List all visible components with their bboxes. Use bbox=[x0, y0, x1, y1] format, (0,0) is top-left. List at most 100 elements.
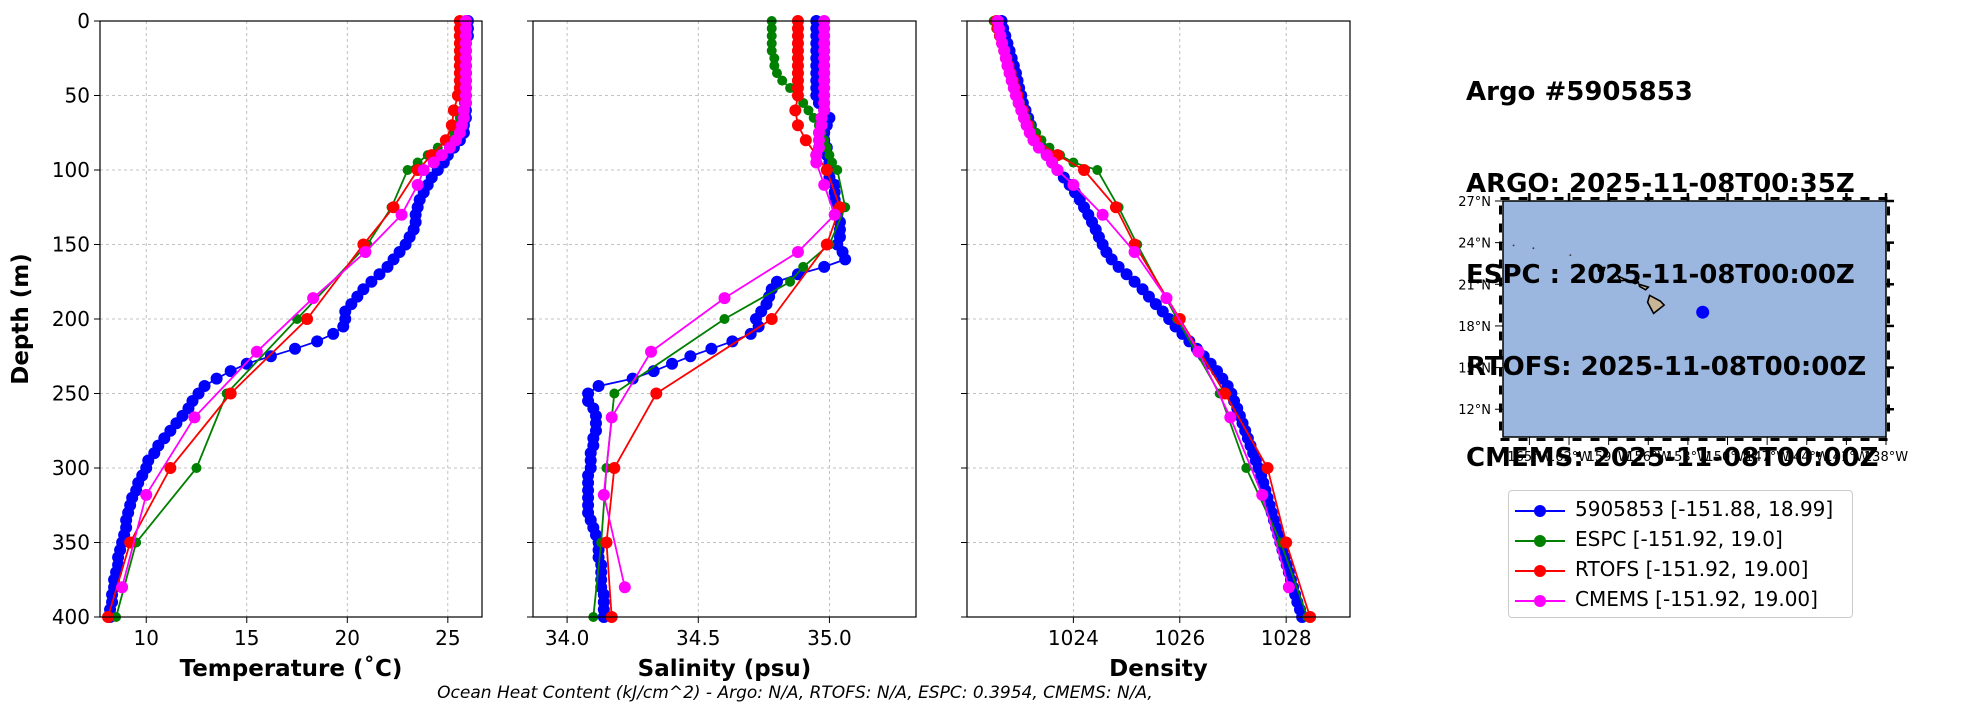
data-point-argo bbox=[1120, 268, 1133, 281]
series-line-cmems bbox=[121, 21, 467, 588]
data-point-espc bbox=[766, 30, 777, 41]
data-point-espc bbox=[1092, 165, 1103, 175]
data-point-argo bbox=[381, 260, 394, 273]
panel-density: 1024 1026 1028 Density bbox=[961, 15, 1351, 682]
title-argo-time: ARGO: 2025-11-08T00:35Z bbox=[1466, 168, 1855, 199]
island-shape bbox=[1597, 266, 1606, 273]
data-point-espc bbox=[777, 75, 788, 86]
legend: 5905853 [-151.88, 18.99] ESPC [-151.92, … bbox=[1508, 490, 1853, 618]
panel-temperature: 0 50 100 150 200 250 300 350 400 10 15 20 25 Temperat… bbox=[8, 9, 483, 682]
data-point-espc bbox=[785, 276, 796, 287]
data-point-argo bbox=[365, 275, 378, 288]
data-point-cmems bbox=[818, 178, 831, 191]
data-point-rtofs bbox=[820, 164, 833, 176]
data-point-cmems bbox=[411, 178, 424, 191]
series-line-cmems bbox=[997, 20, 1290, 588]
data-point-cmems bbox=[443, 141, 456, 154]
data-point-rtofs bbox=[600, 536, 613, 549]
island-shape bbox=[1616, 274, 1630, 282]
data-point-rtofs bbox=[820, 238, 833, 251]
data-point-espc bbox=[292, 314, 303, 324]
map-lon-label: 144°W bbox=[1785, 450, 1829, 465]
data-point-espc bbox=[769, 53, 780, 64]
y-axis-label: Depth (m) bbox=[8, 253, 34, 385]
y-tick-label: 200 bbox=[52, 307, 90, 331]
islet-dot bbox=[1512, 244, 1515, 247]
data-point-argo bbox=[1112, 260, 1125, 273]
map-lat-label: 27°N bbox=[1458, 195, 1491, 210]
title-cmems-time: CMEMS: 2025-11-08T00:00Z bbox=[1466, 443, 1879, 473]
data-point-cmems bbox=[250, 345, 263, 358]
x-tick-label: 1024 bbox=[1048, 626, 1099, 650]
x-tick-label: 34.5 bbox=[676, 626, 721, 650]
map-lon-label: 150°W bbox=[1705, 450, 1749, 465]
data-point-cmems bbox=[605, 411, 618, 424]
data-point-rtofs bbox=[164, 462, 177, 474]
data-point-argo bbox=[705, 342, 718, 355]
x-tick-label: 34.0 bbox=[545, 626, 590, 650]
x-axis-label: Density bbox=[1109, 656, 1208, 682]
panel-salinity: 34.0 34.5 35.0 Salinity (psu) bbox=[527, 15, 917, 682]
data-point-espc bbox=[402, 165, 413, 175]
data-point-espc bbox=[832, 165, 843, 175]
data-point-cmems bbox=[188, 411, 201, 424]
data-point-cmems bbox=[645, 345, 658, 358]
data-point-argo bbox=[818, 260, 831, 273]
data-point-rtofs bbox=[1280, 536, 1293, 549]
data-point-espc bbox=[1241, 463, 1252, 473]
map-lon-label: 156°W bbox=[1626, 450, 1670, 465]
data-point-cmems bbox=[435, 149, 448, 162]
y-tick-label: 100 bbox=[52, 158, 90, 182]
legend-label-cmems: CMEMS [-151.92, 19.00] bbox=[1575, 587, 1818, 611]
data-point-argo bbox=[1128, 275, 1141, 288]
data-point-argo bbox=[666, 357, 679, 370]
data-point-rtofs bbox=[1261, 462, 1274, 474]
x-tick-label: 20 bbox=[335, 626, 360, 650]
data-point-cmems bbox=[395, 208, 408, 221]
data-point-cmems bbox=[828, 208, 841, 221]
data-point-cmems bbox=[1096, 208, 1109, 221]
data-point-rtofs bbox=[650, 387, 663, 400]
y-tick-label: 300 bbox=[52, 456, 90, 480]
data-point-argo bbox=[373, 268, 386, 281]
data-point-cmems bbox=[1282, 581, 1295, 594]
y-tick-label: 250 bbox=[52, 382, 90, 406]
data-point-espc bbox=[766, 38, 777, 49]
data-point-cmems bbox=[427, 156, 440, 169]
map-lat-label: 21°N bbox=[1458, 278, 1491, 293]
location-map: 12°N15°N18°N21°N24°N27°N165°W162°W159°W1… bbox=[1458, 193, 1908, 465]
legend-swatch-espc bbox=[1515, 535, 1565, 547]
map-lon-label: 147°W bbox=[1745, 450, 1789, 465]
island-shape bbox=[1637, 283, 1650, 291]
legend-swatch-argo bbox=[1515, 505, 1565, 517]
data-point-espc bbox=[609, 388, 620, 399]
data-point-argo bbox=[726, 335, 739, 348]
data-point-cmems bbox=[417, 164, 430, 176]
data-point-cmems bbox=[1128, 245, 1141, 258]
y-tick-label: 400 bbox=[52, 605, 90, 629]
data-point-argo bbox=[210, 372, 223, 385]
y-tick-label: 0 bbox=[77, 9, 90, 33]
ohc-footer: Ocean Heat Content (kJ/cm^2) - Argo: N/A… bbox=[437, 683, 1153, 703]
data-point-cmems bbox=[1067, 178, 1080, 191]
data-point-cmems bbox=[116, 581, 129, 594]
map-lon-label: 141°W bbox=[1824, 450, 1868, 465]
data-point-cmems bbox=[1051, 164, 1064, 176]
data-point-cmems bbox=[597, 488, 610, 501]
map-lat-label: 15°N bbox=[1458, 362, 1491, 377]
data-point-espc bbox=[191, 463, 202, 473]
data-point-cmems bbox=[1032, 141, 1045, 154]
data-point-rtofs bbox=[1218, 387, 1231, 400]
data-point-rtofs bbox=[791, 89, 804, 102]
data-point-rtofs bbox=[224, 387, 237, 400]
data-point-argo bbox=[224, 365, 237, 378]
x-tick-label: 15 bbox=[234, 626, 259, 650]
x-tick-label: 1028 bbox=[1261, 626, 1312, 650]
data-point-argo bbox=[311, 335, 324, 348]
legend-item-rtofs: RTOFS [-151.92, 19.00] bbox=[1509, 555, 1852, 585]
series-cmems bbox=[597, 15, 841, 594]
profile-title: Argo #5905853 ARGO: 2025-11-08T00:35Z ES… bbox=[1466, 16, 1878, 504]
data-point-rtofs bbox=[301, 313, 314, 325]
title-rtofs-time: RTOFS: 2025-11-08T00:00Z bbox=[1466, 351, 1867, 382]
